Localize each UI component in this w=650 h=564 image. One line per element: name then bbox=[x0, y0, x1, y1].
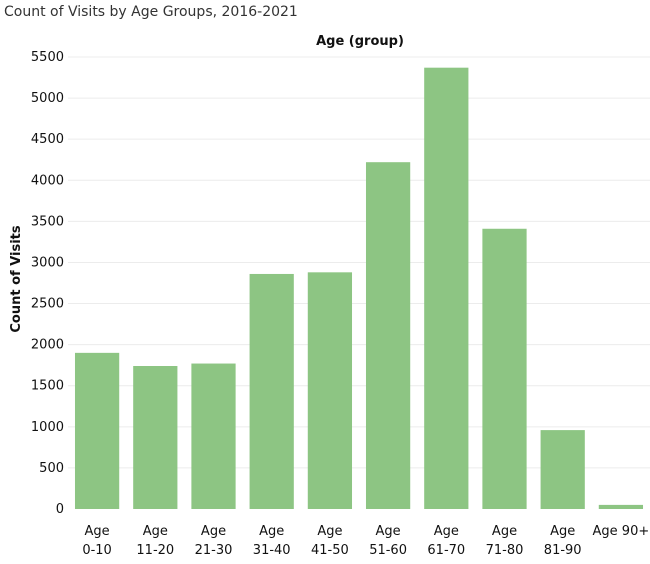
y-tick-label: 5500 bbox=[31, 50, 64, 65]
chart-title: Count of Visits by Age Groups, 2016-2021 bbox=[4, 4, 298, 20]
y-tick-label: 4500 bbox=[31, 132, 64, 147]
x-tick-label: Age bbox=[201, 524, 226, 539]
y-tick-label: 2000 bbox=[31, 338, 64, 353]
x-tick-label: Age bbox=[492, 524, 517, 539]
bar bbox=[74, 352, 120, 509]
bar bbox=[249, 273, 294, 509]
x-tick-label: Age bbox=[317, 524, 342, 539]
column-header: Age (group) bbox=[316, 34, 404, 49]
y-tick-label: 5000 bbox=[31, 91, 64, 106]
x-tick-label: Age bbox=[550, 524, 575, 539]
x-tick-label: Age bbox=[376, 524, 401, 539]
gridlines bbox=[68, 56, 650, 469]
x-tick-label: 0-10 bbox=[82, 543, 112, 558]
x-tick-label: 21-30 bbox=[195, 543, 233, 558]
x-tick-label: Age bbox=[259, 524, 284, 539]
x-tick-label: 61-70 bbox=[427, 543, 465, 558]
y-tick-label: 3500 bbox=[31, 214, 64, 229]
x-tick-label: 41-50 bbox=[311, 543, 349, 558]
y-tick-label: 1500 bbox=[31, 379, 64, 394]
bar bbox=[365, 162, 411, 509]
bar bbox=[191, 363, 236, 509]
x-tick-label: Age bbox=[85, 524, 110, 539]
x-tick-label: 31-40 bbox=[253, 543, 291, 558]
x-tick-label: Age bbox=[434, 524, 459, 539]
y-tick-label: 2500 bbox=[31, 297, 64, 312]
y-axis-title: Count of Visits bbox=[9, 225, 24, 333]
y-tick-label: 4000 bbox=[31, 173, 64, 188]
bar bbox=[307, 272, 353, 509]
y-tick-label: 3000 bbox=[31, 255, 64, 270]
bar bbox=[540, 430, 585, 509]
y-tick-label: 500 bbox=[39, 461, 64, 476]
y-tick-label: 0 bbox=[56, 502, 64, 517]
bar bbox=[598, 504, 644, 509]
bar bbox=[482, 228, 527, 509]
x-axis-ticks: Age 0-10 Age 11-20 Age 21-30 Age 31-40 Age 41-50 A… bbox=[82, 524, 649, 558]
y-tick-label: 1000 bbox=[31, 420, 64, 435]
x-tick-label: 71-80 bbox=[486, 543, 524, 558]
bar bbox=[133, 366, 178, 509]
y-axis-ticks: 0 500 1000 1500 2000 2500 3000 3500 4000 4500 5000… bbox=[31, 50, 64, 517]
x-tick-label: 11-20 bbox=[136, 543, 174, 558]
x-tick-label: 51-60 bbox=[369, 543, 407, 558]
bars bbox=[74, 67, 644, 509]
x-tick-label: 81-90 bbox=[544, 543, 582, 558]
x-tick-label: Age bbox=[143, 524, 168, 539]
x-tick-label: Age 90+ bbox=[593, 524, 650, 539]
bar bbox=[424, 67, 469, 509]
